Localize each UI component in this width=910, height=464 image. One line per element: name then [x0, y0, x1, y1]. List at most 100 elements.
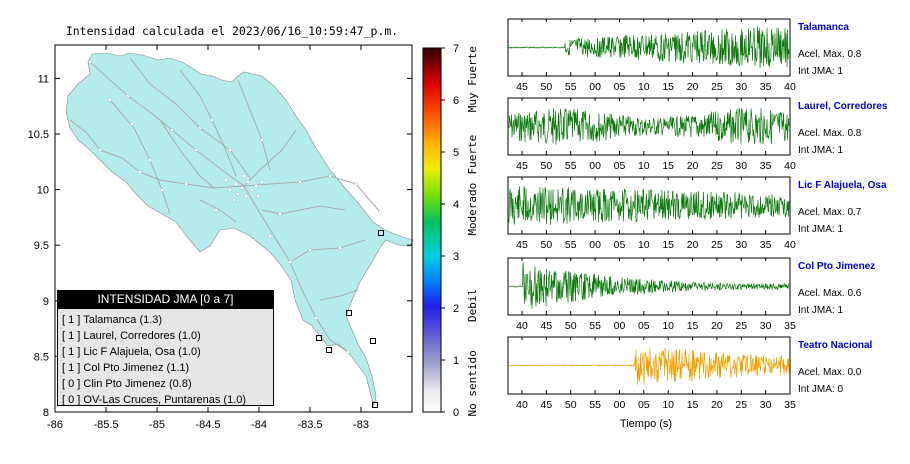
- station-intensity: Int JMA: 1: [798, 305, 843, 316]
- waveform-tick-label: 40: [784, 239, 796, 251]
- map-y-tick-label: 10: [37, 185, 49, 197]
- waveform-tick-label: 35: [760, 81, 772, 93]
- town-marker: [278, 212, 282, 216]
- road-line: [319, 289, 359, 301]
- waveform-tick-label: 40: [784, 160, 796, 172]
- station-name: Col Pto Jimenez: [798, 261, 875, 272]
- waveform-tick-label: 10: [638, 81, 650, 93]
- town-marker: [184, 182, 188, 186]
- colorbar-scale: [422, 47, 442, 413]
- legend-box: [57, 290, 274, 406]
- station-intensity: Int JMA: 1: [798, 66, 843, 77]
- waveform-panel: 45 50 55 00 05 10 15 20 25 30 35 40 Talamanca Acel. M…: [507, 18, 862, 93]
- town-marker: [214, 208, 218, 212]
- station-markers: [316, 230, 384, 408]
- waveform-tick-label: 10: [662, 320, 674, 332]
- town-marker: [338, 246, 342, 250]
- waveform-tick-label: 45: [516, 239, 528, 251]
- waveform-tick-label: 20: [711, 320, 723, 332]
- station-intensity: Int JMA: 1: [798, 224, 843, 235]
- station-marker: [378, 230, 384, 236]
- colorbar-category-label: No sentido: [466, 350, 479, 416]
- waveform-trace: [508, 186, 790, 225]
- waveform-tick-label: 20: [711, 399, 723, 411]
- town-marker: [198, 126, 202, 130]
- waveform-tick-label: 55: [565, 81, 577, 93]
- waveform-tick-label: 20: [687, 81, 699, 93]
- waveform-panel: 40 45 50 55 00 05 10 15 20 25 30 35 Teatro Nacional A…: [507, 336, 872, 411]
- road-line: [243, 129, 297, 187]
- map-x-tick-label: -83: [353, 419, 369, 431]
- town-marker: [268, 234, 272, 238]
- waveform-tick-label: 00: [589, 81, 601, 93]
- waveform-tick-label: 25: [711, 81, 723, 93]
- town-marker: [236, 192, 240, 196]
- waveform-trace: [508, 107, 790, 145]
- waveform-tick-label: 55: [589, 320, 601, 332]
- waveform-tick-label: 35: [760, 239, 772, 251]
- road-line: [243, 175, 381, 213]
- town-marker: [298, 180, 302, 184]
- waveform-tick-label: 45: [516, 160, 528, 172]
- map-y-tick-label: 8: [43, 407, 49, 419]
- waveform-tick-label: 15: [687, 399, 699, 411]
- station-name: Laurel, Corredores: [798, 101, 888, 112]
- map-x-tick-label: -84.5: [195, 419, 220, 431]
- waveform-tick-label: 50: [565, 399, 577, 411]
- town-marker: [308, 248, 312, 252]
- waveform-tick-label: 45: [541, 399, 553, 411]
- legend-item: [ 1 ] Col Pto Jimenez (1.1): [62, 362, 190, 374]
- waveform-tick-label: 15: [662, 239, 674, 251]
- station-acceleration: Acel. Max. 0.7: [798, 207, 862, 218]
- town-marker: [210, 118, 214, 122]
- town-marker: [160, 188, 164, 192]
- road-line: [237, 79, 271, 171]
- legend-item: [ 1 ] Talamanca (1.3): [62, 314, 163, 326]
- colorbar-category-label: Debil: [466, 289, 479, 322]
- town-marker: [256, 194, 260, 198]
- station-name: Lic F Alajuela, Osa: [798, 180, 887, 191]
- intensity-colorbar: 0 1 2 3 4 5 6 7 No sentido Debil Moderado Fuerte Mu…: [422, 43, 479, 419]
- map-y-tick-label: 10.5: [28, 129, 49, 141]
- town-marker: [232, 198, 236, 202]
- waveform-tick-label: 50: [565, 320, 577, 332]
- station-marker: [326, 347, 332, 353]
- station-intensity: Int JMA: 1: [798, 145, 843, 156]
- map-y-tick-label: 8.5: [34, 351, 49, 363]
- town-marker: [260, 180, 264, 184]
- waveform-frame: [507, 257, 791, 316]
- map-x-axis: -86 -85.5 -85 -84.5 -84 -83.5 -83: [47, 45, 369, 431]
- town-marker: [148, 158, 152, 162]
- town-marker: [240, 186, 244, 190]
- waveform-tick-label: 05: [638, 399, 650, 411]
- station-name: Talamanca: [798, 22, 849, 33]
- road-line: [199, 199, 237, 223]
- road-line: [261, 205, 346, 215]
- town-marker: [126, 94, 130, 98]
- waveform-tick-label: 30: [735, 81, 747, 93]
- waveform-tick-label: 35: [760, 160, 772, 172]
- colorbar-tick-label: 0: [453, 407, 459, 419]
- map-y-axis: 8 8.5 9 9.5 10 10.5 11: [28, 73, 412, 419]
- colorbar-category-label: Fuerte: [466, 135, 479, 175]
- colorbar-category-labels: No sentido Debil Moderado Fuerte Muy Fuerte: [466, 46, 479, 416]
- map-title: Intensidad calculada el 2023/06/16_10:59…: [66, 24, 398, 38]
- town-marker: [170, 128, 174, 132]
- waveform-tick-label: 45: [541, 320, 553, 332]
- waveform-tick-label: 30: [735, 160, 747, 172]
- town-marker: [250, 188, 254, 192]
- map-x-tick-label: -83.5: [297, 419, 322, 431]
- town-marker: [242, 174, 246, 178]
- colorbar-tick-label: 2: [453, 303, 459, 315]
- town-marker: [224, 178, 228, 182]
- station-acceleration: Acel. Max. 0.6: [798, 288, 862, 299]
- road-line: [159, 119, 215, 189]
- legend-title: INTENSIDAD JMA [0 a 7]: [57, 290, 274, 309]
- colorbar-tick-label: 7: [453, 43, 459, 55]
- waveform-tick-label: 20: [687, 239, 699, 251]
- colorbar-tick-label: 1: [453, 355, 459, 367]
- waveform-tick-label: 15: [687, 320, 699, 332]
- station-marker: [370, 338, 376, 344]
- colorbar-tick-label: 5: [453, 147, 459, 159]
